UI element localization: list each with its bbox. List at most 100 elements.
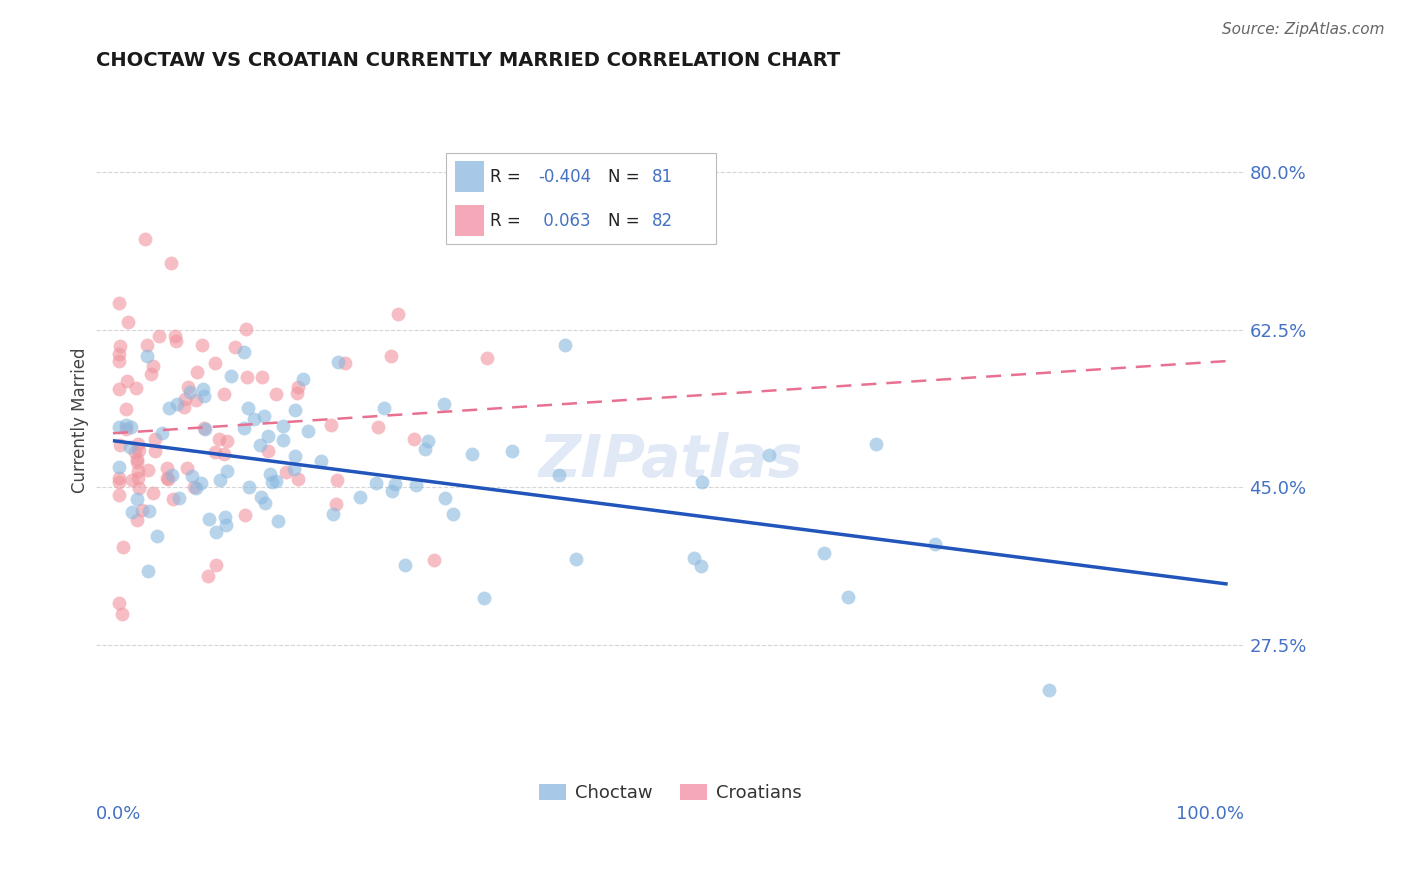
Point — [264, 387, 287, 401]
Point — [108, 459, 131, 474]
Point — [394, 558, 416, 572]
Point — [131, 503, 153, 517]
Point — [219, 368, 242, 383]
Point — [136, 564, 159, 578]
Point — [297, 424, 319, 438]
Point — [692, 475, 714, 490]
Point — [162, 492, 184, 507]
Point — [333, 356, 356, 370]
Point — [387, 307, 409, 321]
Point — [238, 480, 260, 494]
Point — [107, 488, 129, 502]
Point — [124, 444, 146, 458]
Point — [141, 359, 163, 373]
Point — [364, 476, 387, 491]
Point — [212, 447, 235, 461]
Point — [287, 472, 309, 486]
Point — [184, 393, 207, 408]
Point — [271, 419, 294, 434]
Point — [160, 468, 183, 483]
Point — [111, 540, 134, 554]
Point — [865, 437, 887, 451]
Point — [236, 370, 259, 384]
Point — [163, 329, 186, 343]
Point — [139, 368, 162, 382]
Point — [138, 503, 160, 517]
Point — [418, 434, 440, 449]
Point — [197, 569, 219, 583]
Point — [167, 491, 190, 505]
Point — [128, 443, 150, 458]
Point — [174, 392, 197, 406]
Point — [311, 454, 333, 468]
Point — [413, 442, 436, 456]
Point — [322, 508, 344, 522]
Text: 100.0%: 100.0% — [1177, 805, 1244, 822]
Point — [125, 513, 148, 527]
Point — [208, 473, 231, 487]
Point — [276, 465, 298, 479]
Point — [264, 474, 287, 488]
Point — [262, 475, 284, 489]
Point — [475, 351, 498, 365]
Point — [115, 401, 138, 416]
Point — [127, 437, 149, 451]
Point — [181, 468, 204, 483]
Point — [108, 382, 131, 396]
Point — [217, 434, 239, 449]
Point — [107, 470, 129, 484]
Point — [125, 491, 148, 506]
Point — [405, 478, 427, 492]
Point — [381, 483, 404, 498]
Point — [107, 295, 129, 310]
Point — [325, 473, 347, 487]
Point — [287, 380, 309, 394]
Point — [160, 256, 183, 270]
Point — [254, 496, 277, 510]
Point — [111, 607, 134, 621]
Point — [166, 397, 188, 411]
Point — [924, 537, 946, 551]
Point — [115, 421, 138, 435]
Point — [554, 338, 576, 352]
Point — [461, 447, 484, 461]
Point — [380, 349, 402, 363]
Point — [156, 461, 179, 475]
Point — [115, 417, 138, 432]
Point — [186, 481, 208, 495]
Point — [142, 486, 165, 500]
Point — [150, 425, 173, 440]
Point — [143, 444, 166, 458]
Point — [291, 371, 314, 385]
Point — [107, 596, 129, 610]
Point — [198, 512, 221, 526]
Point — [136, 349, 159, 363]
Point — [253, 409, 276, 423]
Point — [118, 440, 141, 454]
Point — [157, 401, 180, 416]
Point — [373, 401, 395, 416]
Point — [145, 432, 167, 446]
Point — [177, 380, 200, 394]
Point — [125, 381, 148, 395]
Point — [148, 329, 170, 343]
Point — [121, 474, 143, 488]
Point — [837, 591, 859, 605]
Point — [252, 370, 274, 384]
Point — [107, 419, 129, 434]
Point — [134, 232, 156, 246]
Point — [813, 546, 835, 560]
Point — [136, 463, 159, 477]
Point — [243, 412, 266, 426]
Point — [402, 432, 425, 446]
Point — [349, 491, 371, 505]
Point — [319, 418, 342, 433]
Point — [179, 384, 201, 399]
Point — [283, 462, 305, 476]
Point — [128, 481, 150, 495]
Point — [156, 472, 179, 486]
Point — [120, 420, 142, 434]
Point — [758, 448, 780, 462]
Point — [146, 529, 169, 543]
Point — [156, 470, 179, 484]
